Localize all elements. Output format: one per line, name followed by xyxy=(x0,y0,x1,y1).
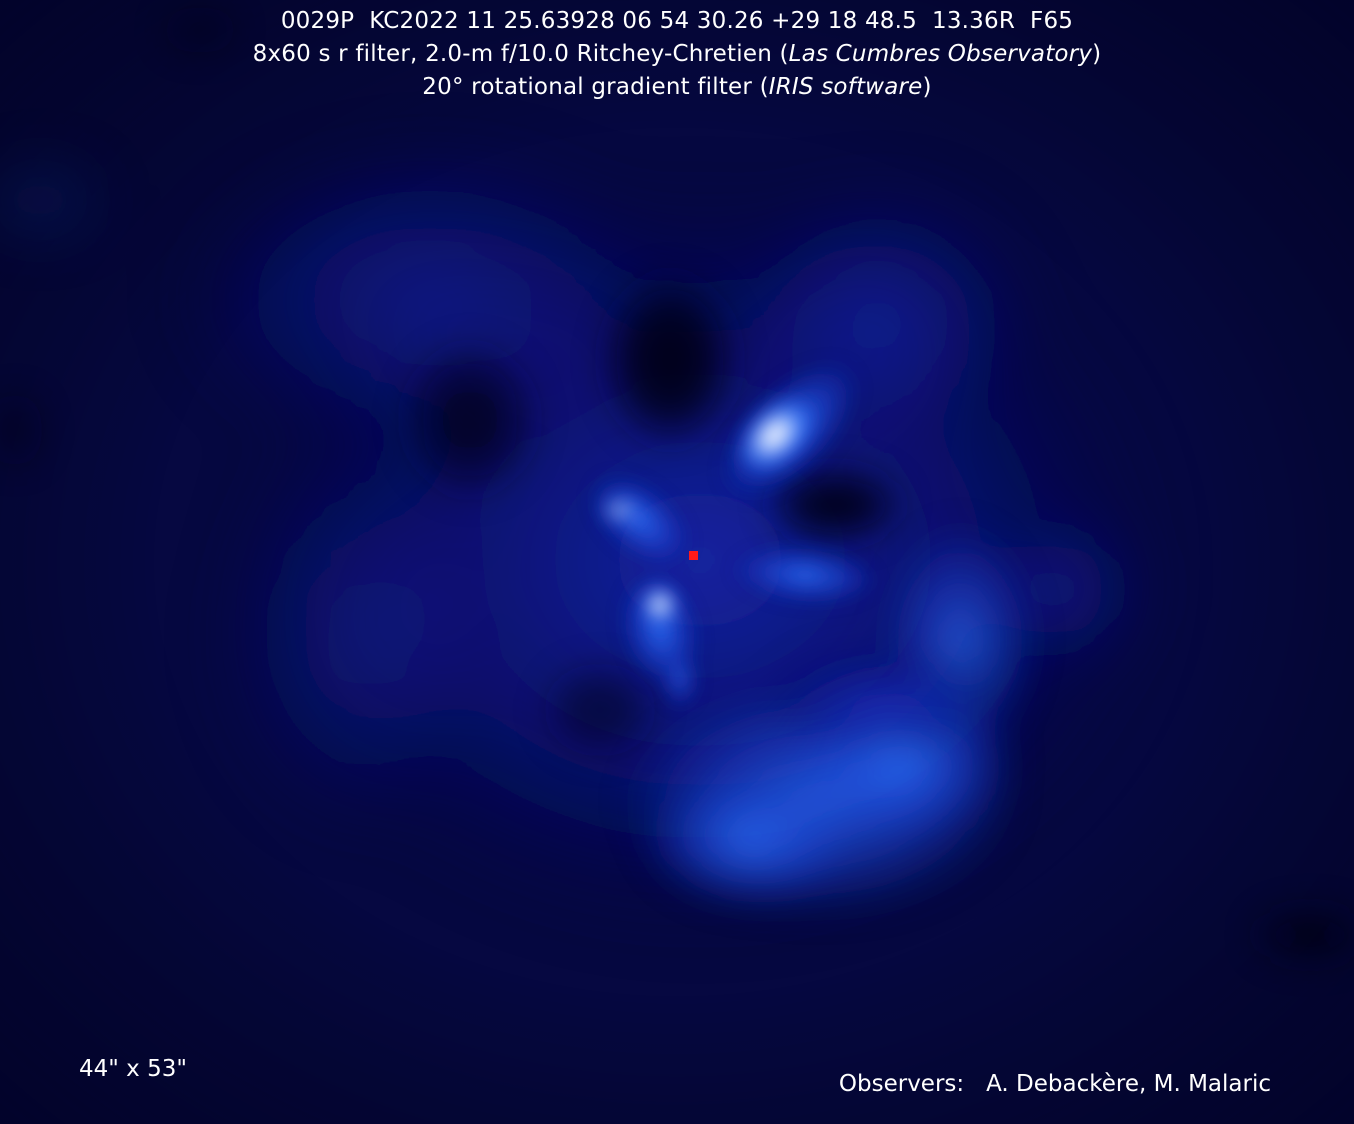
software-name: IRIS software xyxy=(768,74,923,100)
nucleus-marker xyxy=(689,551,698,560)
observers-label: Observers: xyxy=(838,1071,965,1097)
field-of-view-label: 44" x 53" xyxy=(79,1056,187,1082)
processing-line: 20° rotational gradient filter (IRIS sof… xyxy=(0,71,1354,104)
observatory-name: Las Cumbres Observatory xyxy=(788,41,1093,67)
processing-suffix: ) xyxy=(922,74,932,100)
instrument-line: 8x60 s r filter, 2.0-m f/10.0 Ritchey-Ch… xyxy=(0,38,1354,71)
observers-names: A. Debackère, M. Malaric xyxy=(986,1071,1271,1097)
instrument-text: 8x60 s r filter, 2.0-m f/10.0 Ritchey-Ch… xyxy=(252,41,789,67)
instrument-suffix: ) xyxy=(1092,41,1102,67)
observers-gap xyxy=(964,1071,986,1097)
processing-text: 20° rotational gradient filter ( xyxy=(422,74,769,100)
observers-credit: Observers: A. Debackère, M. Malaric xyxy=(839,1068,1271,1101)
observation-data-line: 0029P KC2022 11 25.63928 06 54 30.26 +29… xyxy=(280,8,1074,34)
